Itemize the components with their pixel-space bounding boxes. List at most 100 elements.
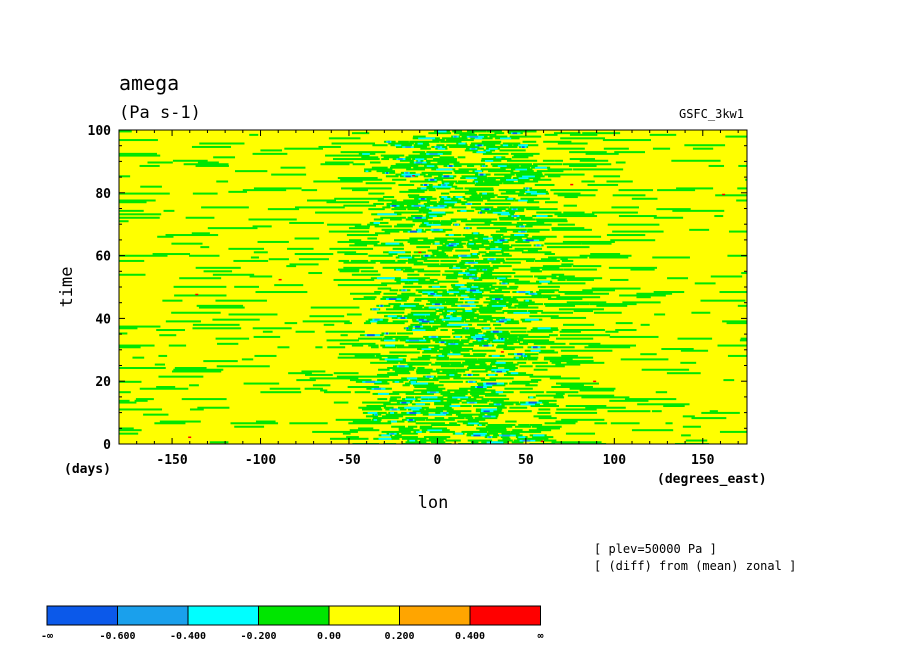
field-streak — [615, 322, 633, 325]
field-streak — [528, 429, 552, 432]
field-streak — [454, 391, 485, 394]
field-streak — [438, 349, 451, 352]
field-streak — [449, 190, 477, 193]
field-streak — [467, 246, 496, 249]
field-streak — [593, 311, 622, 314]
field-streak — [382, 266, 412, 269]
field-streak-cyan — [394, 144, 402, 147]
field-streak — [498, 335, 518, 338]
field-streak — [469, 196, 482, 199]
field-streak — [471, 370, 488, 373]
field-streak — [367, 237, 377, 240]
field-streak — [573, 168, 624, 171]
field-streak — [653, 291, 685, 294]
field-streak — [480, 168, 506, 171]
field-streak — [147, 161, 173, 164]
field-streak — [408, 189, 428, 192]
field-streak — [532, 361, 548, 364]
field-streak — [442, 311, 450, 314]
field-streak — [551, 441, 602, 444]
field-streak — [405, 156, 433, 159]
field-streak — [474, 178, 496, 181]
field-streak-cyan — [500, 213, 511, 216]
field-streak-blue — [477, 144, 482, 147]
field-streak — [452, 311, 475, 314]
field-streak — [337, 356, 382, 359]
field-streak-cyan — [491, 354, 500, 357]
field-streak — [432, 139, 445, 142]
field-streak — [241, 358, 254, 361]
field-streak — [519, 170, 534, 173]
field-streak-cyan — [426, 223, 441, 226]
field-streak-cyan — [473, 232, 479, 235]
field-streak-cyan — [520, 403, 536, 406]
field-streak — [501, 253, 510, 256]
field-streak — [414, 327, 439, 330]
field-streak — [312, 430, 358, 433]
field-streak — [517, 339, 549, 342]
field-streak — [255, 291, 308, 294]
field-streak — [536, 170, 564, 173]
field-streak — [352, 163, 365, 166]
field-streak — [372, 417, 399, 420]
field-streak — [407, 277, 430, 280]
field-streak — [234, 170, 268, 173]
field-streak — [641, 368, 690, 371]
field-streak — [566, 301, 607, 304]
field-streak-cyan — [427, 429, 443, 432]
field-streak — [163, 209, 175, 212]
field-streak — [656, 208, 691, 211]
field-streak — [467, 164, 475, 167]
colorbar-label: 0.00 — [317, 631, 341, 642]
field-streak — [526, 259, 535, 262]
field-streak — [684, 144, 726, 147]
field-streak-cyan — [429, 215, 437, 218]
field-streak — [538, 408, 551, 411]
field-streak — [464, 320, 487, 323]
field-streak — [413, 263, 440, 266]
field-streak — [344, 253, 368, 256]
field-streak — [478, 310, 496, 313]
field-streak — [636, 296, 651, 299]
field-streak-cyan — [525, 299, 530, 302]
field-streak-blue — [409, 411, 417, 414]
field-streak-cyan — [458, 272, 470, 275]
field-streak-cyan — [421, 348, 432, 351]
field-streak — [341, 187, 392, 190]
field-streak — [637, 403, 690, 406]
field-streak — [450, 349, 470, 352]
field-streak — [496, 346, 524, 349]
field-streak — [325, 330, 365, 333]
field-speck-red — [500, 351, 504, 353]
field-streak — [312, 384, 331, 387]
field-streak-cyan — [449, 316, 462, 319]
field-streak — [479, 311, 505, 314]
field-streak — [376, 322, 405, 325]
dataset-label: GSFC_3kw1 — [679, 107, 744, 121]
field-streak — [383, 156, 400, 159]
field-streak — [435, 310, 444, 313]
field-streak — [254, 354, 277, 357]
field-streak — [442, 137, 468, 140]
field-streak — [385, 413, 417, 416]
field-streak — [589, 256, 629, 259]
field-streak-blue — [525, 187, 529, 190]
field-streak — [536, 427, 560, 430]
colorbar-swatch — [187, 605, 259, 626]
field-streak-blue — [500, 337, 504, 340]
chart-units: (Pa s-1) — [119, 103, 201, 123]
field-streak-cyan — [492, 211, 510, 214]
field-streak — [542, 296, 552, 299]
field-streak-cyan — [390, 420, 397, 423]
field-streak — [489, 244, 510, 247]
field-streak — [560, 137, 606, 140]
field-streak — [555, 411, 598, 414]
field-streak — [498, 216, 515, 219]
field-streak — [284, 147, 323, 150]
field-streak-blue — [385, 332, 389, 335]
field-speck-red — [540, 440, 544, 443]
field-streak — [457, 415, 473, 418]
field-streak — [565, 432, 596, 435]
field-streak — [487, 177, 511, 180]
field-streak — [544, 133, 558, 136]
